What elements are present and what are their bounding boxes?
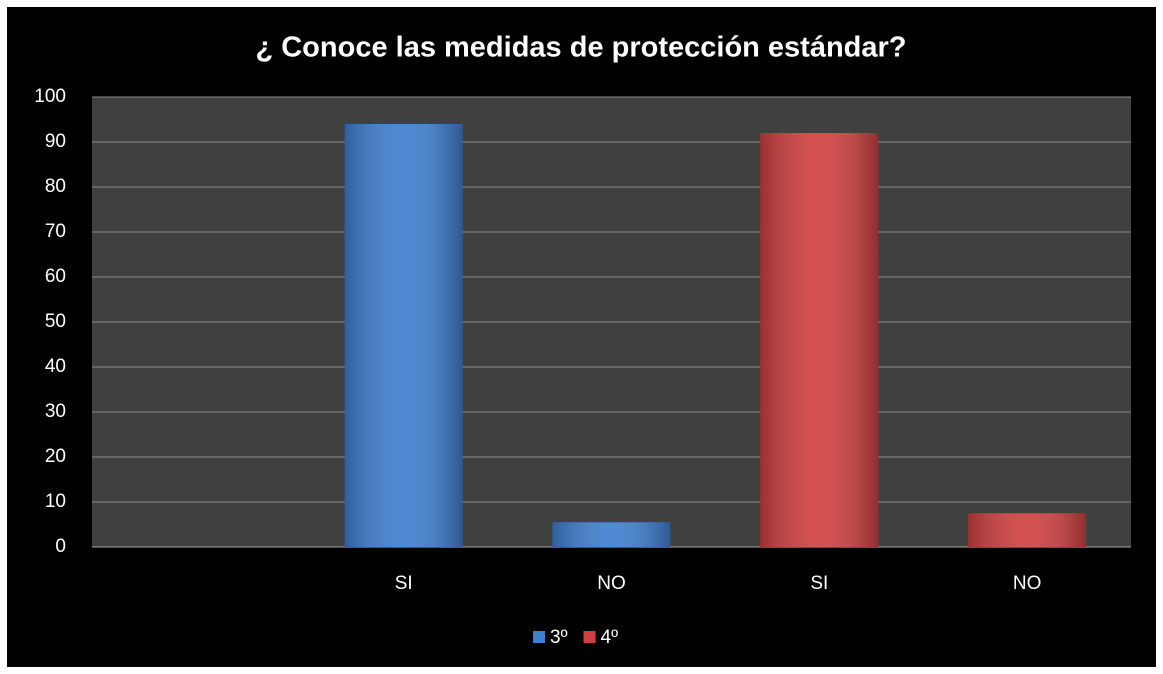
legend-label: 4º	[601, 627, 619, 648]
y-tick-label: 70	[45, 221, 66, 242]
x-tick-label: SI	[395, 573, 413, 594]
x-tick-label: NO	[1013, 573, 1042, 594]
y-tick-label: 50	[45, 311, 66, 332]
y-tick-label: 0	[55, 536, 66, 557]
bar-shade	[344, 124, 463, 547]
legend-marker	[583, 631, 596, 643]
bar-shade	[552, 522, 671, 547]
y-tick-label: 20	[45, 446, 66, 467]
y-tick-label: 100	[34, 86, 66, 107]
y-tick-label: 30	[45, 401, 66, 422]
x-tick-label: NO	[597, 573, 626, 594]
bar-shade	[968, 513, 1087, 547]
y-tick-label: 60	[45, 266, 66, 287]
y-tick-label: 80	[45, 176, 66, 197]
chart-title: ¿ Conoce las medidas de protección están…	[255, 32, 906, 64]
x-tick-label: SI	[810, 573, 828, 594]
y-tick-label: 40	[45, 356, 66, 377]
legend-label: 3º	[550, 627, 568, 648]
bar-shade	[760, 133, 879, 547]
y-tick-label: 10	[45, 491, 66, 512]
legend-marker	[533, 631, 545, 643]
y-tick-label: 90	[45, 131, 66, 152]
